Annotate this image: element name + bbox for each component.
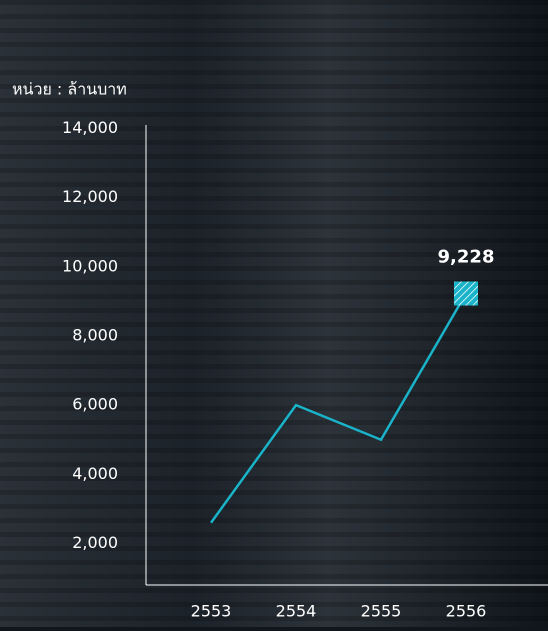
x-tick-label: 2554 [276, 602, 317, 621]
point-marker [454, 281, 478, 306]
x-tick-label: 2556 [446, 602, 487, 621]
x-tick-label: 2553 [191, 602, 232, 621]
y-tick-label: 2,000 [72, 533, 118, 552]
y-tick-label: 4,000 [72, 464, 118, 483]
y-axis-label: หน่วย : ล้านบาท [12, 80, 127, 99]
x-tick-label: 2555 [361, 602, 402, 621]
y-tick-label: 10,000 [62, 256, 118, 275]
y-tick-label: 12,000 [62, 187, 118, 206]
y-tick-label: 8,000 [72, 325, 118, 344]
y-tick-label: 14,000 [62, 118, 118, 137]
data-label: 9,228 [438, 247, 495, 268]
line [209, 292, 468, 524]
y-tick-label: 6,000 [72, 395, 118, 414]
